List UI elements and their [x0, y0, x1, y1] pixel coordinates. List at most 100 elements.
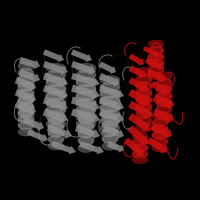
Ellipse shape: [76, 70, 96, 80]
Ellipse shape: [100, 110, 120, 119]
Polygon shape: [43, 73, 68, 87]
Polygon shape: [43, 97, 68, 111]
Ellipse shape: [18, 96, 34, 105]
Polygon shape: [143, 46, 160, 57]
Ellipse shape: [136, 123, 152, 133]
Ellipse shape: [48, 142, 64, 150]
Ellipse shape: [18, 96, 34, 104]
Ellipse shape: [46, 105, 66, 115]
Ellipse shape: [136, 74, 152, 84]
Ellipse shape: [132, 138, 148, 146]
Polygon shape: [47, 125, 72, 139]
Ellipse shape: [156, 72, 172, 80]
Ellipse shape: [132, 132, 148, 140]
Polygon shape: [15, 101, 36, 115]
Polygon shape: [99, 97, 124, 111]
Ellipse shape: [148, 40, 164, 48]
Ellipse shape: [18, 68, 34, 77]
Ellipse shape: [148, 46, 164, 54]
Ellipse shape: [136, 88, 152, 98]
Ellipse shape: [148, 66, 164, 74]
Ellipse shape: [48, 136, 64, 144]
Ellipse shape: [46, 112, 66, 122]
Ellipse shape: [100, 89, 120, 98]
Polygon shape: [19, 57, 40, 69]
Ellipse shape: [136, 95, 152, 105]
Polygon shape: [99, 85, 124, 99]
Ellipse shape: [156, 112, 172, 120]
Polygon shape: [15, 89, 36, 103]
Ellipse shape: [18, 62, 34, 71]
Ellipse shape: [136, 116, 152, 126]
Ellipse shape: [46, 63, 66, 73]
Ellipse shape: [100, 117, 120, 126]
Ellipse shape: [78, 122, 94, 131]
Polygon shape: [71, 61, 96, 75]
Polygon shape: [51, 141, 76, 154]
Ellipse shape: [102, 128, 118, 136]
Ellipse shape: [46, 70, 66, 80]
Ellipse shape: [18, 122, 34, 130]
Polygon shape: [99, 61, 116, 74]
Ellipse shape: [100, 123, 120, 132]
Ellipse shape: [18, 128, 34, 136]
Polygon shape: [103, 125, 124, 139]
Ellipse shape: [100, 82, 120, 91]
Polygon shape: [79, 141, 104, 154]
Ellipse shape: [78, 144, 94, 152]
Ellipse shape: [102, 135, 118, 143]
Polygon shape: [71, 49, 92, 62]
Polygon shape: [128, 77, 148, 92]
Ellipse shape: [152, 144, 168, 152]
Ellipse shape: [18, 102, 34, 110]
Polygon shape: [43, 85, 68, 99]
Polygon shape: [19, 69, 40, 83]
Polygon shape: [71, 109, 100, 124]
Polygon shape: [153, 95, 174, 109]
Ellipse shape: [76, 98, 96, 108]
Ellipse shape: [76, 105, 96, 115]
Ellipse shape: [148, 53, 164, 61]
Polygon shape: [129, 65, 146, 79]
Polygon shape: [147, 69, 166, 83]
Polygon shape: [75, 125, 100, 139]
Polygon shape: [27, 129, 48, 142]
Ellipse shape: [46, 77, 66, 87]
Ellipse shape: [18, 103, 34, 112]
Ellipse shape: [48, 129, 64, 137]
Polygon shape: [43, 61, 68, 75]
Ellipse shape: [100, 75, 120, 84]
Ellipse shape: [132, 150, 148, 158]
Polygon shape: [128, 113, 150, 131]
Ellipse shape: [152, 138, 168, 146]
Polygon shape: [23, 117, 44, 131]
Polygon shape: [124, 138, 144, 156]
Ellipse shape: [156, 105, 172, 114]
Ellipse shape: [18, 82, 34, 91]
Polygon shape: [146, 137, 168, 153]
Ellipse shape: [18, 89, 34, 98]
Ellipse shape: [76, 77, 96, 87]
Polygon shape: [43, 109, 68, 123]
Polygon shape: [71, 85, 100, 100]
Ellipse shape: [136, 81, 152, 91]
Ellipse shape: [100, 103, 120, 112]
Ellipse shape: [102, 142, 118, 150]
Ellipse shape: [76, 119, 96, 129]
Ellipse shape: [152, 125, 168, 133]
Ellipse shape: [152, 131, 168, 139]
Polygon shape: [71, 73, 100, 87]
Polygon shape: [107, 141, 124, 153]
Ellipse shape: [76, 91, 96, 101]
Ellipse shape: [152, 112, 168, 120]
Polygon shape: [128, 125, 148, 144]
Ellipse shape: [18, 115, 34, 123]
Polygon shape: [145, 57, 164, 70]
Ellipse shape: [132, 156, 148, 164]
Ellipse shape: [148, 59, 164, 67]
Polygon shape: [128, 101, 152, 118]
Ellipse shape: [18, 109, 34, 118]
Ellipse shape: [46, 84, 66, 94]
Ellipse shape: [100, 96, 120, 105]
Ellipse shape: [156, 92, 172, 100]
